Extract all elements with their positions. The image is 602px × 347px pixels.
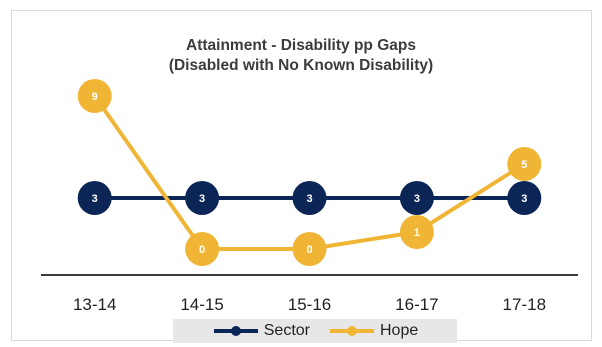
chart-subtitle: (Disabled with No Known Disability)	[168, 57, 434, 74]
data-point-hope	[507, 147, 542, 181]
legend-item-sector: Sector	[212, 322, 310, 340]
data-label-hope: 5	[521, 159, 527, 171]
legend-item-hope: Hope	[328, 322, 418, 340]
x-tick-label: 13-14	[73, 295, 116, 314]
data-point-sector	[292, 181, 327, 215]
data-label-hope: 0	[199, 244, 205, 256]
legend-label-hope: Hope	[380, 322, 419, 339]
data-label-hope: 9	[92, 91, 98, 103]
data-point-sector	[77, 181, 112, 215]
legend-swatch-sector	[213, 326, 258, 336]
x-tick-label: 14-15	[180, 295, 223, 314]
data-label-sector: 3	[521, 193, 527, 205]
data-label-hope: 0	[306, 244, 312, 256]
series-line-hope	[93, 94, 526, 251]
legend: Sector Hope	[173, 319, 457, 343]
data-point-sector	[507, 181, 542, 215]
data-point-hope	[77, 79, 112, 113]
data-label-sector: 3	[414, 193, 420, 205]
x-tick-label: 15-16	[288, 295, 331, 314]
data-label-sector: 3	[199, 193, 205, 205]
legend-swatch-hope	[330, 326, 374, 336]
data-point-sector	[185, 181, 220, 215]
chart-title: Attainment - Disability pp Gaps	[186, 37, 416, 54]
data-point-hope	[399, 215, 434, 249]
data-point-hope	[185, 232, 220, 266]
x-tick-label: 16-17	[395, 295, 438, 314]
data-label-sector: 3	[306, 193, 312, 205]
data-point-sector	[399, 181, 434, 215]
data-point-hope	[292, 232, 327, 266]
data-label-hope: 1	[414, 227, 420, 239]
x-tick-label: 17-18	[503, 295, 546, 314]
legend-label-sector: Sector	[263, 322, 310, 339]
data-label-sector: 3	[92, 193, 98, 205]
